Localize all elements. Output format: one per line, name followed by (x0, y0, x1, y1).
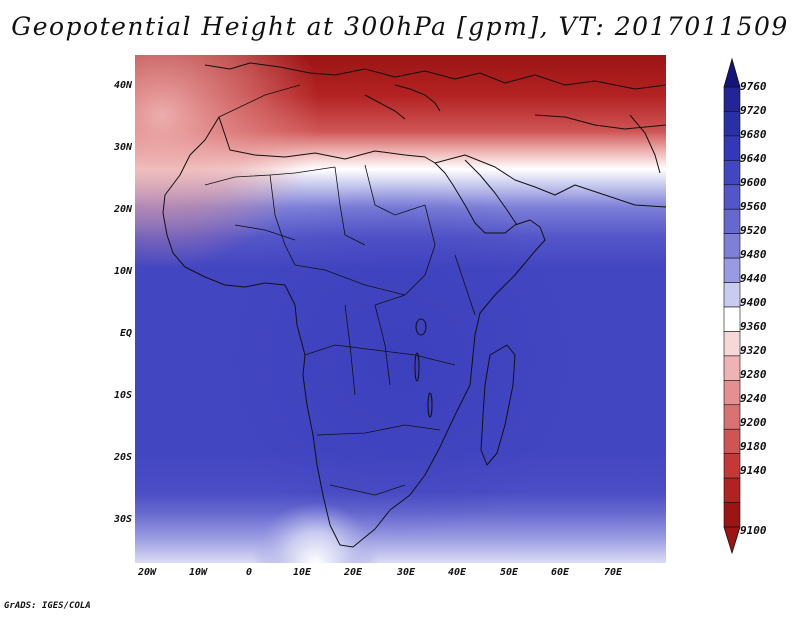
colorbar-label: 9640 (740, 152, 767, 165)
lat-tick-label: 30S (113, 514, 132, 525)
colorbar-label: 9760 (740, 80, 767, 93)
colorbar-label: 9400 (740, 296, 767, 309)
lon-tick-label: 20E (343, 567, 363, 578)
colorbar-label: 9140 (740, 464, 767, 477)
southern-ridge-shading (135, 55, 666, 563)
inland-lakes (414, 318, 433, 418)
colorbar-label: 9480 (740, 248, 767, 261)
lat-tick-label: 20N (113, 204, 132, 215)
colorbar-cell (723, 355, 741, 381)
colorbar-bottom-arrow (723, 526, 741, 555)
lat-tick-label: EQ (119, 328, 132, 339)
lat-tick-label: 40N (113, 80, 132, 91)
colorbar-label: 9560 (740, 200, 767, 213)
colorbar-cell (723, 428, 741, 454)
colorbar-cell (723, 160, 741, 186)
colorbar-label: 9200 (740, 416, 767, 429)
colorbar-cell (723, 453, 741, 479)
colorbar-cell (723, 477, 741, 503)
coastlines (162, 62, 666, 548)
lon-tick-label: 10E (292, 567, 312, 578)
lake-tanganyika (414, 352, 420, 382)
colorbar-label: 9320 (740, 344, 767, 357)
height-field-map[interactable] (135, 55, 666, 563)
colorbar-label: 9360 (740, 320, 767, 333)
lat-tick-label: 30N (113, 142, 132, 153)
colorbar-cell (723, 306, 741, 332)
lake-victoria (415, 318, 427, 336)
map-panel[interactable] (135, 55, 666, 563)
colorbar-cell (723, 502, 741, 528)
lon-tick-label: 50E (499, 567, 519, 578)
colorbar-cell (723, 380, 741, 406)
colorbar-label: 9100 (740, 524, 767, 537)
lat-tick-label: 20S (113, 452, 132, 463)
colorbar (723, 57, 741, 555)
lon-tick-label: 20W (137, 567, 157, 578)
colorbar-cell (723, 233, 741, 259)
lake-malawi (427, 392, 433, 418)
colorbar-cell (723, 184, 741, 210)
chart-title: Geopotential Height at 300hPa [gpm], VT:… (11, 12, 789, 41)
colorbar-cell (723, 257, 741, 283)
lat-tick-label: 10S (113, 390, 132, 401)
lon-tick-label: 60E (550, 567, 570, 578)
colorbar-label: 9600 (740, 176, 767, 189)
colorbar-cell (723, 135, 741, 161)
lon-tick-label: 70E (603, 567, 623, 578)
colorbar-label: 9720 (740, 104, 767, 117)
colorbar-cell (723, 86, 741, 112)
colorbar-cell (723, 111, 741, 137)
colorbar-cell (723, 208, 741, 234)
lat-tick-label: 10N (113, 266, 132, 277)
colorbar-top-arrow (723, 57, 741, 88)
colorbar-cells (723, 86, 741, 528)
colorbar-cell (723, 404, 741, 430)
country-borders (204, 84, 476, 496)
colorbar-label: 9280 (740, 368, 767, 381)
colorbar-label: 9440 (740, 272, 767, 285)
lon-tick-label: 40E (447, 567, 467, 578)
lon-tick-label: 10W (188, 567, 208, 578)
grads-credit: GrADS: IGES/COLA (4, 601, 91, 611)
colorbar-label: 9240 (740, 392, 767, 405)
lon-tick-label: 0 (245, 567, 253, 578)
colorbar-label: 9680 (740, 128, 767, 141)
colorbar-label: 9180 (740, 440, 767, 453)
colorbar-cell (723, 282, 741, 308)
colorbar-label: 9520 (740, 224, 767, 237)
colorbar-cell (723, 331, 741, 357)
lon-tick-label: 30E (396, 567, 416, 578)
madagascar (480, 344, 516, 466)
